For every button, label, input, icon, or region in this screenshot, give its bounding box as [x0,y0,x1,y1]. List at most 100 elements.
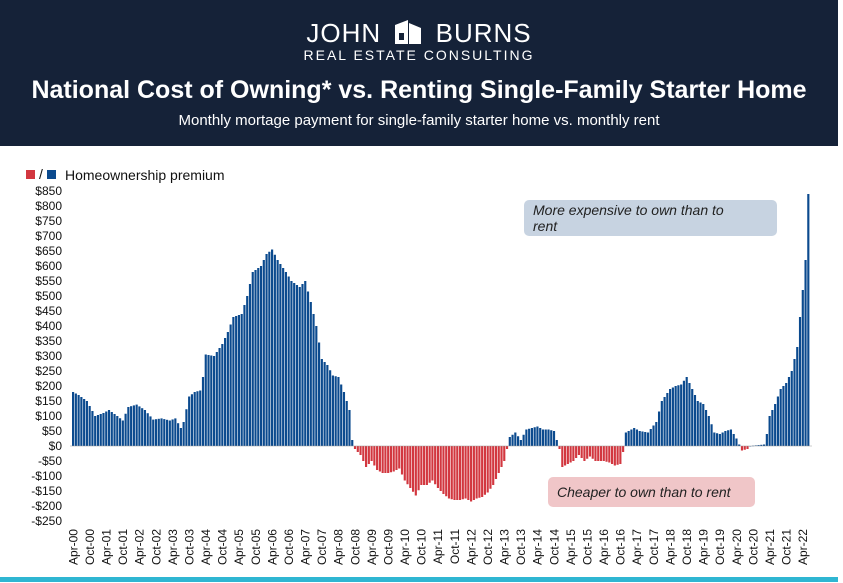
bar [464,446,467,499]
y-tick-label: -$100 [31,469,62,483]
x-tick-label: Apr-07 [299,529,313,565]
annotation-positive-box [524,200,777,236]
bar [644,432,647,446]
company-logo: JOHN BURNS REAL ESTATE CONSULTING [0,18,838,63]
bar [724,431,727,446]
bar [414,446,417,496]
bar [564,446,567,466]
bar [207,355,210,446]
bar [362,446,365,461]
bar [785,383,788,446]
bar [254,270,257,446]
x-tick-label: Oct-19 [713,529,727,565]
bar [575,446,578,458]
bar [561,446,564,467]
bar [290,281,293,446]
x-tick-label: Apr-00 [66,529,80,565]
bar [160,418,163,446]
bar [154,419,158,446]
bar [212,356,216,446]
bar [152,419,155,446]
bar [276,260,279,446]
bar [331,375,334,446]
x-tick-label: Oct-03 [183,529,197,565]
bar [146,413,149,446]
bar [411,446,415,492]
bar [165,419,169,446]
y-tick-label: -$200 [31,499,62,513]
bar [353,446,357,449]
bar [428,446,431,483]
bar [293,283,296,446]
y-tick-label: $50 [42,424,62,438]
x-tick-label: Oct-10 [415,529,429,565]
footer-accent-bar [0,577,838,582]
bar [121,420,124,446]
x-tick-label: Apr-18 [663,529,677,565]
y-tick-label: -$250 [31,514,62,528]
bar [309,302,312,446]
bar [699,402,702,446]
bar [638,431,641,446]
bar [793,359,796,446]
bar [500,446,503,467]
annotation-positive-line2: rent [533,218,558,234]
bar [691,389,694,446]
bar [569,446,572,463]
bar [688,383,691,446]
bar [342,392,346,446]
bar [259,266,263,446]
bar [182,422,185,446]
bar [481,446,484,497]
bar [550,430,553,446]
legend-separator: / [39,166,43,182]
bar [580,446,583,458]
y-tick-label: $650 [35,244,62,258]
bar [364,446,368,467]
bar [807,194,810,446]
y-tick-label: $450 [35,304,62,318]
x-tick-label: Oct-02 [149,529,163,565]
bar [666,393,669,446]
bar [431,446,434,481]
logo-name-left: JOHN [306,18,382,48]
bar [602,446,605,461]
bars [72,194,810,502]
bar [467,446,470,500]
bar [329,370,332,446]
bar [326,365,329,446]
bar [179,428,182,446]
bar [456,446,459,500]
x-tick-label: Oct-06 [282,529,296,565]
bar [337,377,340,446]
y-tick-label: $500 [35,289,62,303]
bar [727,430,730,446]
bar [257,268,260,446]
bar [88,406,91,446]
bar [660,401,663,446]
bar [555,440,558,446]
bar [107,410,111,446]
bar [174,418,177,446]
bar [774,404,777,446]
legend-label: Homeownership premium [65,167,225,183]
bar [608,446,611,463]
bar [478,446,481,498]
house-icon [395,20,422,44]
bar [591,446,594,459]
bar [188,396,191,446]
bar [790,371,793,446]
bar [729,429,732,446]
y-tick-label: $350 [35,334,62,348]
bar [381,446,384,473]
bar [345,401,348,446]
logo-name-right: BURNS [435,18,532,48]
bar [201,377,205,446]
bar [453,446,456,500]
bar [616,446,619,465]
page-title: National Cost of Owning* vs. Renting Sin… [31,76,807,104]
y-tick-label: $0 [49,439,63,453]
bar [295,285,299,446]
bar [765,434,768,446]
y-tick-label: $200 [35,379,62,393]
